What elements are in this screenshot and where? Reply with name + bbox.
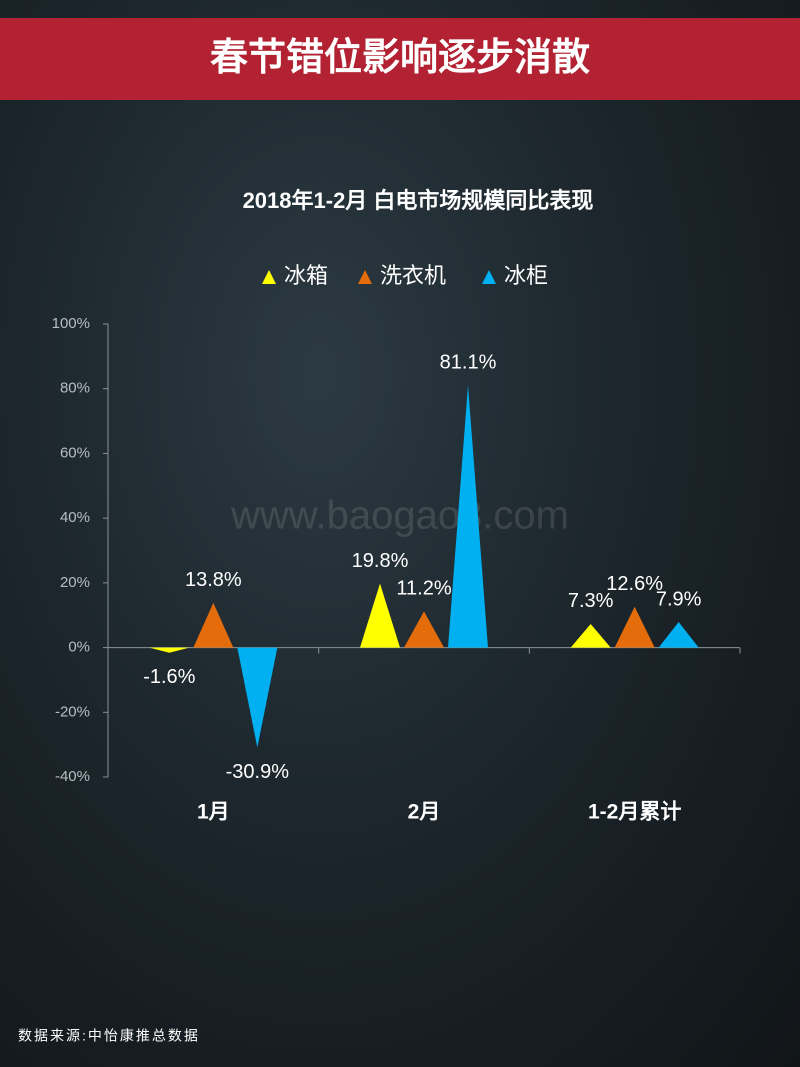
y-tick-label: 40% [60,509,90,526]
value-label: 19.8% [352,550,409,572]
legend-label: 冰柜 [504,263,548,288]
value-label: 81.1% [440,351,497,373]
legend-swatch [482,270,496,284]
header-title: 春节错位影响逐步消散 [210,37,590,79]
x-tick-label: 1月 [197,801,230,824]
y-tick-label: 60% [60,444,90,461]
bar [570,623,611,648]
bar [404,611,444,648]
bar [149,647,190,653]
bar [360,583,400,648]
legend-swatch [262,270,276,284]
bar [448,385,488,648]
y-tick-label: -40% [55,768,90,785]
value-label: 12.6% [606,573,663,595]
legend-label: 洗衣机 [380,263,446,288]
value-label: 11.2% [396,578,451,600]
value-label: -30.9% [226,761,290,783]
source-note: 数据来源:中怡康推总数据 [18,1028,200,1044]
watermark: www.baogao8.com [230,494,569,538]
value-label: 7.9% [656,588,702,610]
bar [193,602,234,648]
legend-label: 冰箱 [284,263,328,288]
y-tick-label: 100% [52,315,90,332]
value-label: -1.6% [143,666,195,688]
x-tick-label: 2月 [408,801,441,824]
bar [614,606,655,648]
y-tick-label: 20% [60,574,90,591]
bar [658,622,699,648]
bar [237,647,278,748]
chart-title: 2018年1-2月 白电市场规模同比表现 [243,188,594,213]
legend-swatch [358,270,372,284]
value-label: 13.8% [185,569,242,591]
x-tick-label: 1-2月累计 [588,801,681,824]
value-label: 7.3% [568,590,614,612]
header-band [0,18,800,100]
y-tick-label: 80% [60,380,90,397]
y-tick-label: 0% [68,639,90,656]
y-tick-label: -20% [55,703,90,720]
